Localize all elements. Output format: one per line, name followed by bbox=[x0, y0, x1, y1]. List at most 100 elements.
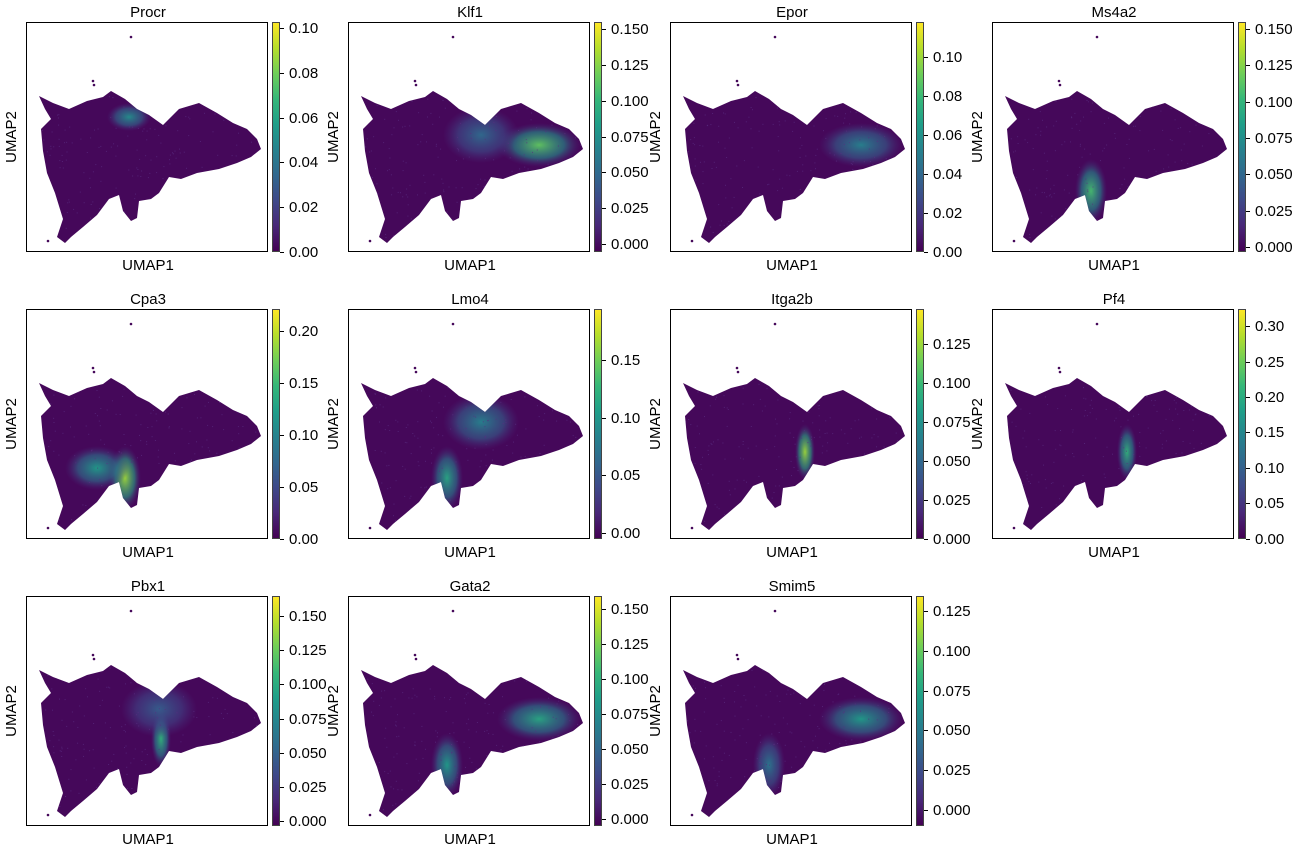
colorbar-tick-mark bbox=[602, 783, 606, 785]
outlier-cell bbox=[1058, 370, 1062, 374]
expression-hotspot bbox=[443, 107, 519, 163]
outlier-cell bbox=[129, 35, 133, 39]
outlier-cell bbox=[1078, 129, 1080, 131]
panel-title: Gata2 bbox=[449, 578, 491, 595]
outlier-cell bbox=[112, 703, 114, 705]
colorbar-tick: 0.050 bbox=[924, 722, 971, 740]
colorbar-tick-mark bbox=[924, 690, 928, 692]
x-axis-label: UMAP1 bbox=[122, 544, 174, 561]
colorbar-tick: 0.04 bbox=[280, 154, 318, 171]
colorbar-tick: 0.125 bbox=[924, 603, 971, 621]
colorbar-tick: 0.075 bbox=[924, 683, 971, 700]
outlier-cell bbox=[756, 715, 758, 717]
colorbar-tick-mark bbox=[602, 100, 606, 102]
colorbar-tick-label: 0.08 bbox=[289, 64, 319, 82]
colorbar-tick-mark bbox=[280, 162, 284, 164]
x-axis-label: UMAP1 bbox=[766, 831, 818, 848]
outlier-cell bbox=[1057, 366, 1061, 370]
colorbar-tick-label: 0.000 bbox=[289, 813, 327, 831]
outlier-cell bbox=[434, 428, 436, 430]
colorbar-tick-label: 0.125 bbox=[933, 603, 971, 621]
outlier-cell bbox=[756, 703, 758, 705]
colorbar-tick-label: 0.00 bbox=[289, 243, 319, 261]
colorbar-tick-label: 0.100 bbox=[933, 643, 971, 661]
expression-hotspot bbox=[1117, 424, 1137, 480]
outlier-cell bbox=[92, 657, 96, 661]
colorbar-tick: 0.100 bbox=[924, 643, 971, 661]
colorbar-tick-mark bbox=[280, 331, 284, 333]
colorbar-tick-label: 0.100 bbox=[933, 375, 971, 393]
outlier-cell bbox=[112, 416, 114, 418]
outlier-cell bbox=[435, 135, 437, 137]
colorbar-tick-mark bbox=[1246, 174, 1250, 176]
outlier-cell bbox=[414, 657, 418, 661]
outlier-cell bbox=[735, 366, 739, 370]
outlier-cell bbox=[435, 422, 437, 424]
expression-hotspot bbox=[1075, 159, 1107, 223]
colorbar-tick: 0.02 bbox=[280, 199, 318, 216]
colorbar-tick: 0.20 bbox=[280, 323, 319, 341]
colorbar-tick: 0.08 bbox=[924, 88, 962, 105]
colorbar-tick-label: 0.050 bbox=[611, 164, 649, 182]
outlier-cell bbox=[434, 703, 436, 705]
plot-area bbox=[26, 22, 268, 252]
colorbar-tick-label: 0.100 bbox=[289, 676, 327, 694]
colorbar-tick-label: 0.025 bbox=[611, 200, 649, 218]
colorbar-tick: 0.150 bbox=[1246, 21, 1293, 38]
colorbar-tick-label: 0.125 bbox=[611, 56, 649, 74]
y-axis-label: UMAP2 bbox=[647, 398, 664, 450]
colorbar-tick-label: 0.06 bbox=[933, 126, 963, 144]
colorbar-tick: 0.000 bbox=[602, 811, 649, 828]
colorbar-tick: 0.04 bbox=[924, 166, 962, 183]
colorbar-tick-label: 0.100 bbox=[611, 671, 649, 689]
y-axis-label: UMAP2 bbox=[647, 685, 664, 737]
plot-area bbox=[26, 309, 268, 539]
outlier-cell bbox=[773, 35, 777, 39]
outlier-cell bbox=[1057, 79, 1061, 83]
y-axis-label: UMAP2 bbox=[325, 685, 342, 737]
outlier-cell bbox=[736, 657, 740, 661]
colorbar-tick: 0.150 bbox=[602, 21, 649, 38]
colorbar-tick-label: 0.050 bbox=[933, 722, 971, 740]
colorbar-tick-mark bbox=[280, 117, 284, 119]
outlier-cell bbox=[757, 721, 759, 723]
outlier-cell bbox=[113, 147, 115, 149]
colorbar-tick-mark bbox=[924, 251, 928, 253]
colorbar-tick-mark bbox=[602, 64, 606, 66]
colorbar-tick-label: 0.125 bbox=[1255, 57, 1293, 75]
colorbar bbox=[272, 22, 280, 252]
colorbar-tick-label: 0.000 bbox=[611, 236, 649, 254]
outlier-cell bbox=[113, 721, 115, 723]
outlier-cell bbox=[414, 370, 418, 374]
colorbar-tick-label: 0.050 bbox=[289, 744, 327, 762]
colorbar-tick-label: 0.10 bbox=[289, 426, 319, 444]
colorbar-tick: 0.100 bbox=[602, 93, 649, 110]
outlier-cell bbox=[414, 83, 418, 87]
colorbar-tick: 0.025 bbox=[924, 492, 971, 509]
outlier-cell bbox=[756, 141, 758, 143]
outlier-cell bbox=[91, 79, 95, 83]
umap-panel: Smim5 UMAP1 UMAP2 0.000 0.025 0.050 0.075 0.100… bbox=[644, 574, 971, 861]
plot-area bbox=[992, 309, 1234, 539]
colorbar-tick-label: 0.20 bbox=[289, 323, 319, 341]
y-axis-label: UMAP2 bbox=[647, 111, 664, 163]
y-axis-label: UMAP2 bbox=[3, 398, 20, 450]
colorbar-tick-label: 0.15 bbox=[289, 375, 319, 393]
colorbar-tick: 0.050 bbox=[924, 453, 971, 470]
colorbar-tick-label: 0.025 bbox=[611, 775, 649, 793]
outlier-cell bbox=[773, 609, 777, 613]
colorbar-tick-mark bbox=[1246, 210, 1250, 212]
colorbar-tick-mark bbox=[1246, 396, 1250, 398]
expression-hotspot bbox=[795, 424, 815, 480]
umap-scatter bbox=[683, 322, 905, 530]
outlier-cell bbox=[1078, 416, 1080, 418]
colorbar-ticks: 0.00 0.05 0.10 0.15 0.20 0.25 0.30 bbox=[1246, 309, 1290, 548]
colorbar-tick-label: 0.000 bbox=[1255, 239, 1293, 257]
colorbar-tick-label: 0.075 bbox=[289, 710, 327, 728]
colorbar-ticks: 0.000 0.025 0.050 0.075 0.100 0.125 bbox=[924, 596, 971, 826]
plot-area bbox=[670, 309, 912, 539]
umap-panel: Ms4a2 UMAP1 UMAP2 0.000 0.025 0.050 0.075 0.100… bbox=[966, 0, 1293, 287]
outlier-cell bbox=[113, 422, 115, 424]
colorbar-tick: 0.08 bbox=[280, 64, 319, 82]
cell-cloud bbox=[39, 91, 261, 243]
